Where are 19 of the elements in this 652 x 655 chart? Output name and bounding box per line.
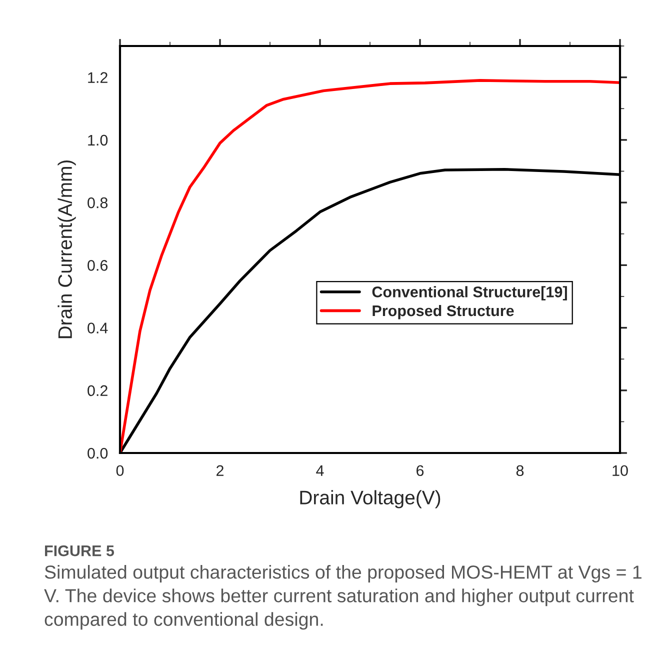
y-tick-label: 0.6 — [88, 260, 108, 271]
x-tick-label: 8 — [516, 465, 524, 476]
caption: FIGURE 5 — [45, 545, 114, 556]
x-tick-label: 2 — [216, 465, 224, 476]
x-tick-label: 4 — [316, 465, 324, 476]
legend-label: Conventional Structure[19] — [372, 286, 567, 300]
x-tick-label: 0 — [116, 465, 124, 476]
y-tick-label: 0.2 — [88, 385, 108, 396]
x-axis-title: Drain Voltage(V) — [300, 490, 440, 508]
y-tick-label: 1.0 — [88, 134, 108, 146]
x-tick-label: 10 — [612, 465, 628, 476]
text: Simulated output characteristics of the proposed MOS-HEMT at Vgs = 1 V. The device shows better current saturation and higher output current compared to conventional design. — [44, 565, 642, 630]
y-tick-label: 0.0 — [88, 448, 108, 459]
x-tick-label: 6 — [416, 465, 424, 476]
y-tick-label: 1.2 — [88, 72, 108, 83]
y-axis-title: Drain Current(A/mm) — [58, 160, 76, 338]
y-tick-label: 0.8 — [88, 197, 108, 208]
legend-label: Proposed Structure — [372, 304, 514, 320]
y-tick-label: 0.4 — [88, 322, 108, 334]
